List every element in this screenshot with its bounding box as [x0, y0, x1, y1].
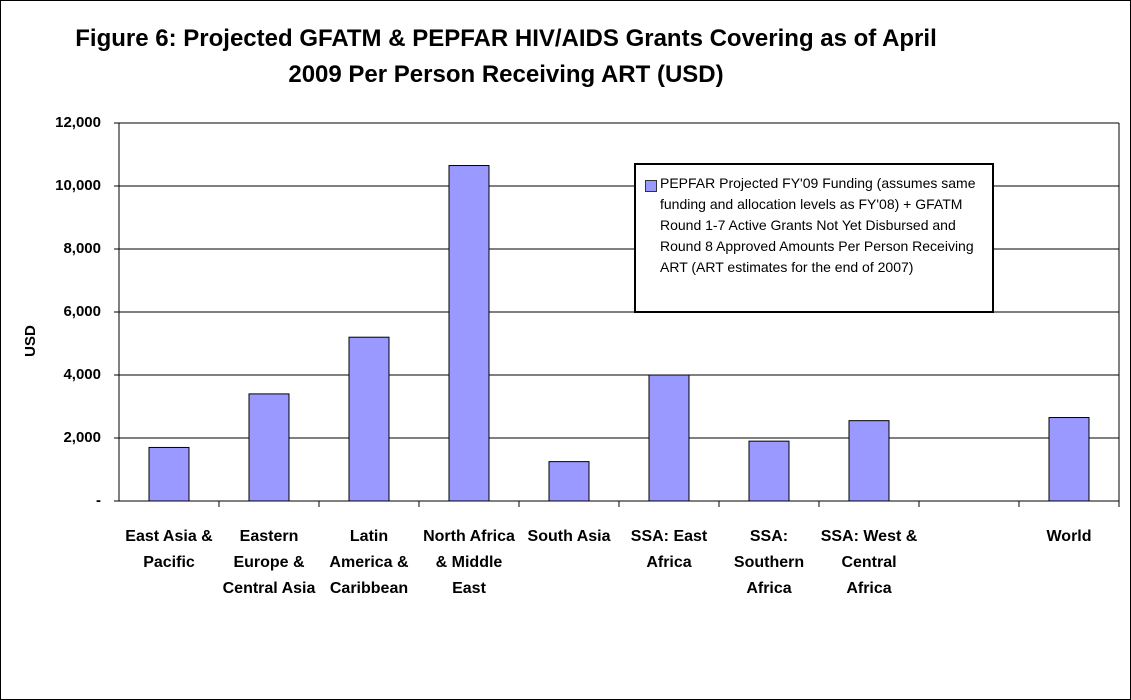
y-tick-label: 4,000 — [63, 366, 101, 383]
chart-title: Figure 6: Projected GFATM & PEPFAR HIV/A… — [75, 25, 937, 88]
y-tick-label: 12,000 — [55, 114, 101, 131]
x-tick-label: North Africa & Middle East — [423, 528, 515, 597]
x-tick-label: South Asia — [527, 528, 611, 545]
bar — [648, 374, 690, 502]
y-tick-label: 10,000 — [55, 177, 101, 194]
x-tick-label: Latin America & Caribbean — [329, 528, 409, 597]
x-tick-label: SSA: West & Central Africa — [820, 528, 918, 597]
x-tick-label: World — [1046, 528, 1092, 545]
bar — [148, 446, 190, 502]
bar — [248, 393, 290, 502]
x-tick-label: SSA: East Africa — [630, 528, 708, 571]
bar — [748, 440, 790, 502]
bar — [348, 336, 390, 502]
bar — [848, 420, 890, 502]
y-tick-label: 8,000 — [63, 240, 101, 257]
y-tick-label: - — [96, 492, 101, 509]
y-tick-label: 2,000 — [63, 429, 101, 446]
y-tick-label: 6,000 — [63, 303, 101, 320]
x-tick-label: SSA: Southern Africa — [733, 528, 805, 597]
legend-label: PEPFAR Projected FY'09 Funding (assumes … — [660, 175, 976, 275]
bar — [548, 461, 590, 502]
bar — [1048, 417, 1090, 502]
x-tick-label: East Asia & Pacific — [125, 528, 213, 571]
bar — [448, 165, 490, 502]
legend-swatch — [645, 180, 657, 192]
y-axis-label: USD — [22, 325, 39, 357]
legend: PEPFAR Projected FY'09 Funding (assumes … — [634, 163, 994, 313]
x-tick-label: Eastern Europe & Central Asia — [222, 528, 316, 597]
